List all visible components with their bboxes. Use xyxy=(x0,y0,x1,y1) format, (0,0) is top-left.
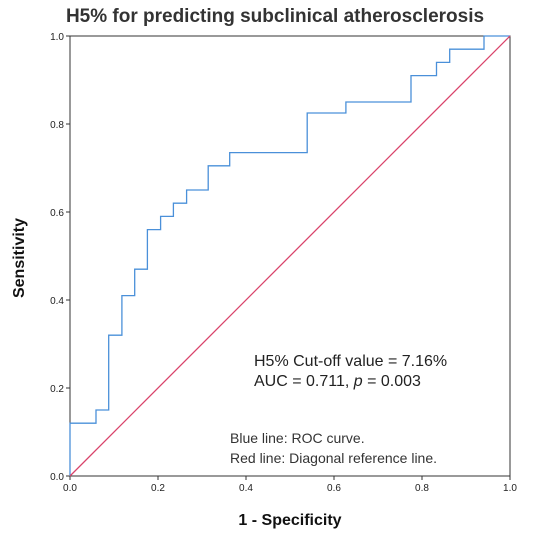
legend-note-blue: Blue line: ROC curve. xyxy=(230,430,365,446)
p-symbol: p xyxy=(353,373,363,390)
y-axis-label: Sensitivity xyxy=(11,217,28,299)
x-axis-label: 1 - Specificity xyxy=(238,512,342,529)
x-tick-label: 0.0 xyxy=(63,483,77,494)
series-layer xyxy=(69,35,511,477)
y-tick-label: 0.4 xyxy=(50,296,64,307)
chart-title: H5% for predicting subclinical atheroscl… xyxy=(65,6,485,27)
x-tick-label: 0.2 xyxy=(151,483,165,494)
x-tick-label: 0.4 xyxy=(239,483,253,494)
x-tick-label: 0.8 xyxy=(415,483,429,494)
p-value: = 0.003 xyxy=(362,373,421,390)
cutoff-annotation: H5% Cut-off value = 7.16% xyxy=(254,353,448,370)
auc-annotation: AUC = 0.711, p = 0.003 xyxy=(254,373,421,391)
legend-note-red: Red line: Diagonal reference line. xyxy=(230,450,438,466)
y-tick-label: 1.0 xyxy=(50,32,64,43)
x-tick-label: 0.6 xyxy=(327,483,341,494)
y-tick-label: 0.0 xyxy=(50,472,64,483)
y-tick-label: 0.2 xyxy=(50,384,64,395)
plot-frame xyxy=(69,35,511,477)
y-tick-label: 0.6 xyxy=(50,208,64,219)
y-tick-label: 0.8 xyxy=(50,120,64,131)
reference-diagonal-line xyxy=(69,35,511,477)
axis-ticks: 0.0 0.2 0.4 0.6 0.8 1.0 0.0 0.2 0.4 0.6 0.8 1.0 xyxy=(50,32,517,494)
x-tick-label: 1.0 xyxy=(503,483,517,494)
auc-text: AUC = 0.711, xyxy=(254,373,354,390)
roc-curve-line xyxy=(69,35,510,476)
